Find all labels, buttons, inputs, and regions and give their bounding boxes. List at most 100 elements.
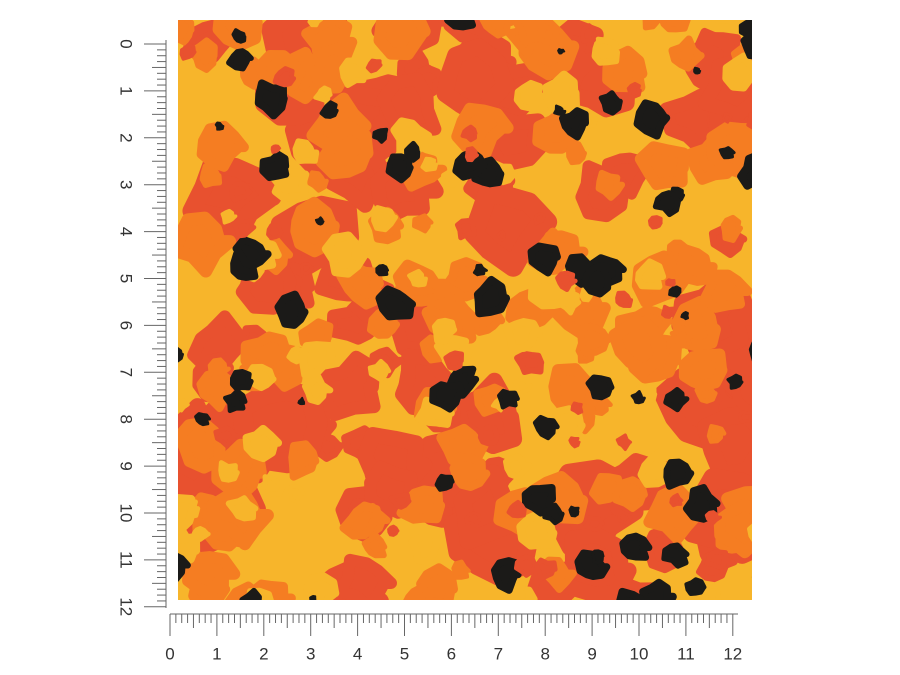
camo-blob	[307, 20, 324, 28]
camo-blob	[464, 511, 483, 528]
camo-pattern	[178, 20, 752, 600]
camo-blob	[497, 388, 520, 410]
camo-blob	[633, 99, 671, 140]
camo-blob	[633, 383, 658, 405]
camo-blob	[367, 358, 392, 383]
camo-blob	[214, 121, 225, 131]
camo-blob	[577, 323, 612, 357]
camo-blob	[375, 285, 417, 321]
camo-blob	[706, 424, 727, 444]
camo-blob	[196, 367, 234, 413]
camo-blob	[242, 424, 283, 463]
left-ruler-label: 3	[117, 180, 136, 189]
left-ruler-label: 12	[117, 597, 136, 616]
camo-blob	[496, 229, 507, 242]
bottom-ruler-label: 6	[447, 644, 456, 663]
camo-blob	[713, 498, 752, 559]
camo-blob	[388, 492, 412, 510]
camo-blob	[298, 341, 336, 379]
camo-blob	[178, 494, 198, 535]
left-ruler-label: 4	[117, 227, 136, 236]
camo-blob	[371, 205, 398, 233]
camo-blob	[463, 182, 558, 277]
camo-blob	[274, 290, 309, 329]
camo-blob	[179, 42, 197, 61]
camo-blob	[452, 148, 488, 181]
camo-blob	[699, 269, 752, 313]
camo-blob	[659, 20, 691, 33]
camo-blob	[254, 79, 288, 120]
left-ruler-label: 11	[117, 551, 136, 569]
camo-blob	[314, 216, 325, 226]
camo-blob	[387, 524, 400, 537]
left-ruler-label: 7	[117, 368, 136, 377]
camo-blob	[746, 112, 752, 130]
camo-blob	[748, 341, 752, 362]
camo-blob	[307, 170, 329, 193]
camo-blob	[558, 107, 590, 141]
camo-blob	[223, 388, 248, 414]
camo-blob	[229, 369, 254, 392]
camo-blob	[479, 20, 515, 39]
camo-blob	[225, 495, 259, 522]
camo-blob	[292, 138, 320, 165]
camo-blob	[199, 163, 223, 189]
camo-blob	[660, 304, 676, 319]
camo-blob	[591, 549, 605, 565]
camo-blob	[679, 588, 720, 600]
camo-blob	[229, 181, 253, 203]
camo-blob	[616, 509, 633, 525]
camo-blob	[373, 20, 431, 61]
camo-blob	[454, 218, 477, 241]
camo-blob	[696, 405, 752, 484]
camo-blob	[747, 523, 752, 542]
camo-blob	[231, 218, 257, 239]
camo-blob	[580, 23, 597, 44]
camo-blob	[213, 425, 239, 449]
camo-blob	[451, 102, 514, 160]
bottom-ruler-label: 10	[630, 644, 649, 663]
camo-blob	[668, 35, 705, 72]
camo-blob	[634, 141, 690, 191]
camo-blob	[334, 553, 397, 600]
camo-blob	[385, 153, 414, 184]
camo-blob	[239, 587, 262, 600]
camo-blob	[619, 532, 653, 561]
camo-blob	[443, 350, 465, 371]
left-ruler-label: 2	[117, 133, 136, 142]
camo-blob	[568, 436, 581, 449]
camo-blob	[565, 141, 587, 166]
camo-blob	[271, 168, 310, 203]
camo-blob	[652, 190, 681, 218]
camo-blob	[178, 347, 184, 363]
camo-blob	[721, 112, 733, 124]
camo-blob	[266, 223, 284, 241]
camo-blob	[319, 100, 339, 119]
camo-blob	[303, 572, 340, 600]
camo-blob	[704, 549, 730, 570]
camo-blob	[570, 401, 584, 416]
camo-blob	[272, 66, 297, 88]
bottom-ruler-label: 9	[587, 644, 596, 663]
camo-blob	[684, 577, 707, 597]
camo-blob	[615, 290, 634, 308]
camo-blob	[315, 120, 374, 180]
camo-blob	[449, 452, 491, 491]
camo-blob	[270, 144, 282, 154]
camo-blob	[512, 377, 533, 395]
camo-blob	[220, 208, 238, 225]
camo-blob	[720, 214, 744, 243]
camo-blob	[585, 374, 615, 401]
camo-blob	[568, 505, 580, 518]
bottom-ruler-label: 8	[540, 644, 549, 663]
bottom-ruler-label: 11	[677, 644, 695, 663]
camo-blob	[581, 262, 612, 298]
camo-blob	[555, 270, 578, 293]
camo-blob	[738, 20, 752, 38]
camo-blob	[639, 578, 677, 600]
camo-blob	[472, 263, 488, 277]
camo-blob	[680, 310, 690, 321]
camo-blob	[634, 258, 667, 290]
camo-blob	[665, 278, 676, 287]
camo-blob	[737, 153, 752, 190]
